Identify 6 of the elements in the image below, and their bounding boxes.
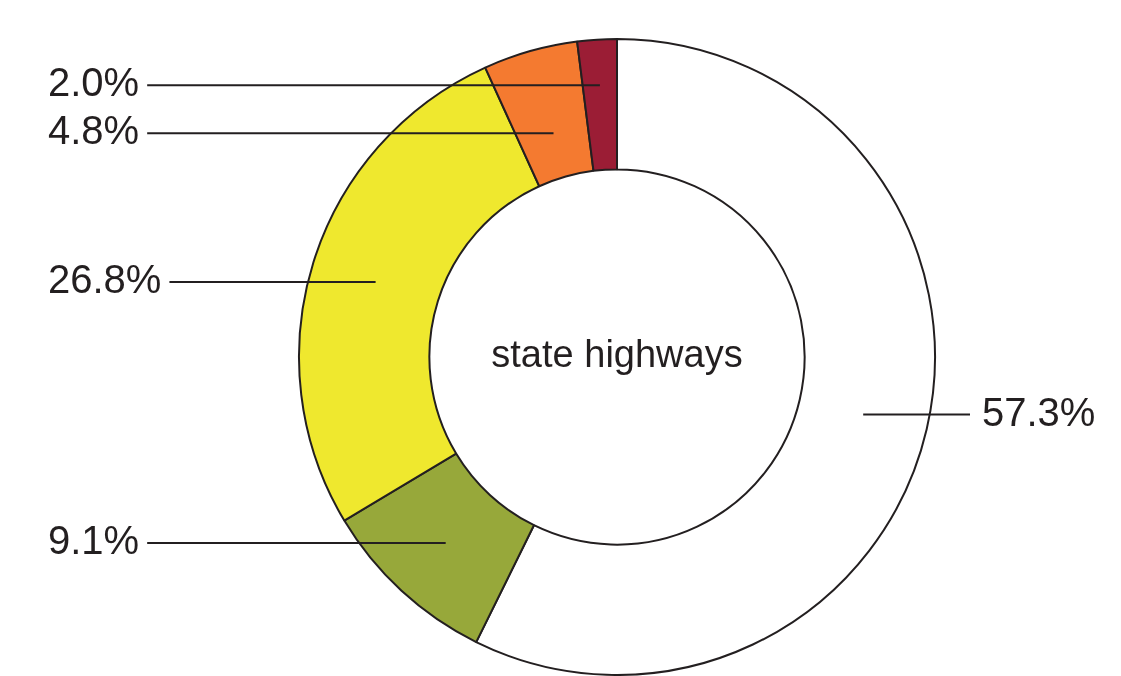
data-label: 26.8%: [48, 256, 162, 301]
data-label: 2.0%: [48, 60, 140, 105]
data-label: 9.1%: [48, 517, 140, 562]
text: state highways: [491, 333, 743, 376]
data-label: 4.8%: [48, 108, 140, 153]
data-label: 57.3%: [982, 389, 1096, 434]
